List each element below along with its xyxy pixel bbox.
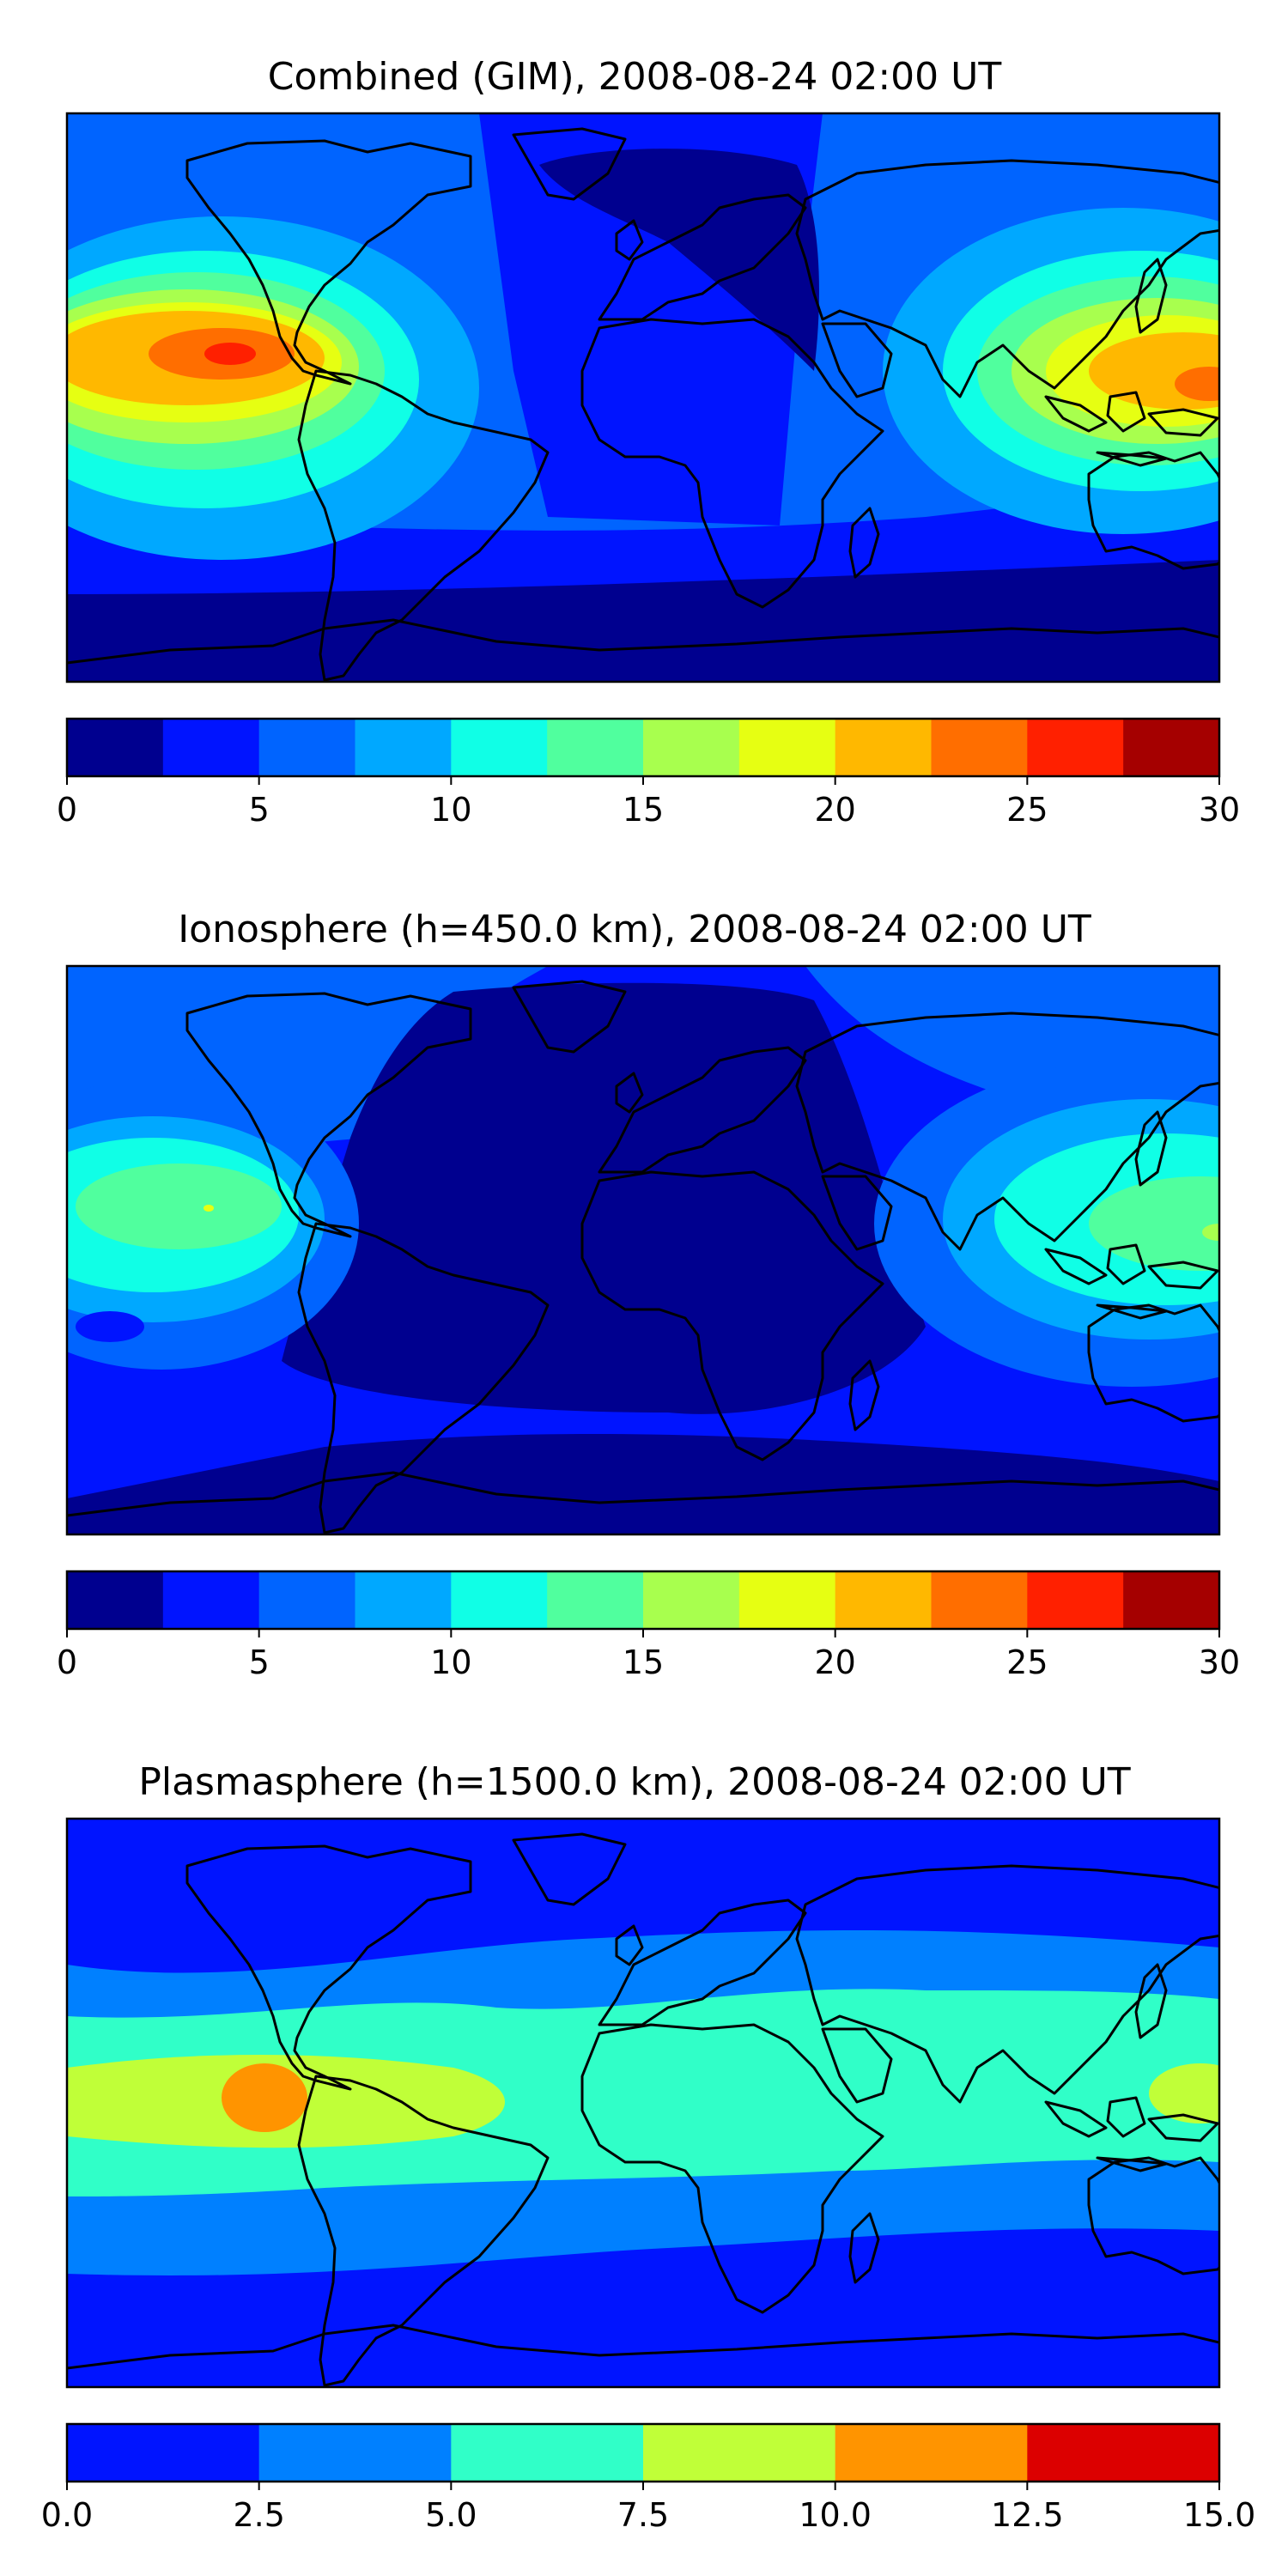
colorbar-1-tick-label: 30	[1199, 791, 1240, 829]
colorbar-3-tick-label: 5.0	[425, 2496, 477, 2534]
colorbar-3-bin	[643, 2424, 836, 2482]
panel-1-title: Combined (GIM), 2008-08-24 02:00 UT	[267, 55, 1002, 99]
colorbar-2-bin	[1123, 1571, 1220, 1629]
colorbar-3-tick-label: 2.5	[233, 2496, 284, 2534]
colorbar-1-bin	[355, 719, 452, 776]
colorbar-3: 0.0 2.5 5.0 7.5 10.0 12.5 15.0	[41, 2422, 1256, 2534]
colorbar-2-tick-label: 30	[1199, 1643, 1240, 1681]
panel-2-frame	[65, 964, 1221, 1536]
colorbar-1-tick-label: 0	[57, 791, 77, 829]
colorbar-1: 0 5 10 15 20 25 30	[57, 717, 1240, 829]
colorbar-1-bin	[67, 719, 164, 776]
colorbar-1-bin	[1123, 719, 1220, 776]
panel-3-title: Plasmasphere (h=1500.0 km), 2008-08-24 0…	[138, 1760, 1131, 1804]
colorbar-3-tick-label: 15.0	[1183, 2496, 1256, 2534]
colorbar-1-bin	[1027, 719, 1124, 776]
colorbar-2-tick-label: 0	[57, 1643, 77, 1681]
colorbar-3-tick-label: 7.5	[617, 2496, 669, 2534]
panel-1-frame	[65, 112, 1221, 683]
colorbar-2-bin	[67, 1571, 164, 1629]
colorbar-3-tick-label: 12.5	[991, 2496, 1064, 2534]
colorbar-3-bin	[67, 2424, 260, 2482]
colorbar-1-bin	[451, 719, 548, 776]
colorbar-2-tick-label: 20	[814, 1643, 855, 1681]
colorbar-2-bin	[258, 1571, 355, 1629]
colorbar-1-bin	[547, 719, 644, 776]
colorbar-3-bin	[451, 2424, 644, 2482]
colorbar-2-bin	[738, 1571, 836, 1629]
colorbar-2-bin	[451, 1571, 548, 1629]
colorbar-2-bin	[1027, 1571, 1124, 1629]
colorbar-2: 0 5 10 15 20 25 30	[57, 1570, 1240, 1681]
colorbar-1-bin	[643, 719, 740, 776]
colorbar-1-tick-label: 5	[249, 791, 270, 829]
panel-3-frame	[65, 1817, 1221, 2389]
colorbar-2-bin	[355, 1571, 452, 1629]
colorbar-1-bin	[738, 719, 836, 776]
colorbar-1-tick-label: 20	[814, 791, 855, 829]
colorbar-3-bin	[1027, 2424, 1220, 2482]
colorbar-1-tick-label: 25	[1006, 791, 1048, 829]
colorbar-2-bin	[643, 1571, 740, 1629]
colorbar-1-bin	[931, 719, 1028, 776]
colorbar-3-bin	[835, 2424, 1028, 2482]
colorbar-2-bin	[162, 1571, 260, 1629]
colorbar-2-bin	[835, 1571, 932, 1629]
colorbar-3-bin	[258, 2424, 452, 2482]
colorbar-2-tick-label: 5	[249, 1643, 270, 1681]
colorbar-1-tick-label: 15	[623, 791, 664, 829]
colorbar-1-bin	[258, 719, 355, 776]
panel-3-map	[67, 1819, 1219, 2387]
colorbar-2-tick-label: 15	[623, 1643, 664, 1681]
colorbar-3-tick-label: 0.0	[41, 2496, 93, 2534]
colorbar-3-tick-label: 10.0	[799, 2496, 872, 2534]
panel-2-title: Ionosphere (h=450.0 km), 2008-08-24 02:0…	[178, 908, 1091, 951]
colorbar-1-bin	[835, 719, 932, 776]
colorbar-1-tick-label: 10	[430, 791, 471, 829]
panel-1-map	[67, 113, 1219, 682]
colorbar-2-bin	[931, 1571, 1028, 1629]
panel-2-map	[67, 966, 1219, 1534]
colorbar-2-bin	[547, 1571, 644, 1629]
colorbar-1-bin	[162, 719, 260, 776]
colorbar-2-tick-label: 10	[430, 1643, 471, 1681]
colorbar-2-tick-label: 25	[1006, 1643, 1048, 1681]
